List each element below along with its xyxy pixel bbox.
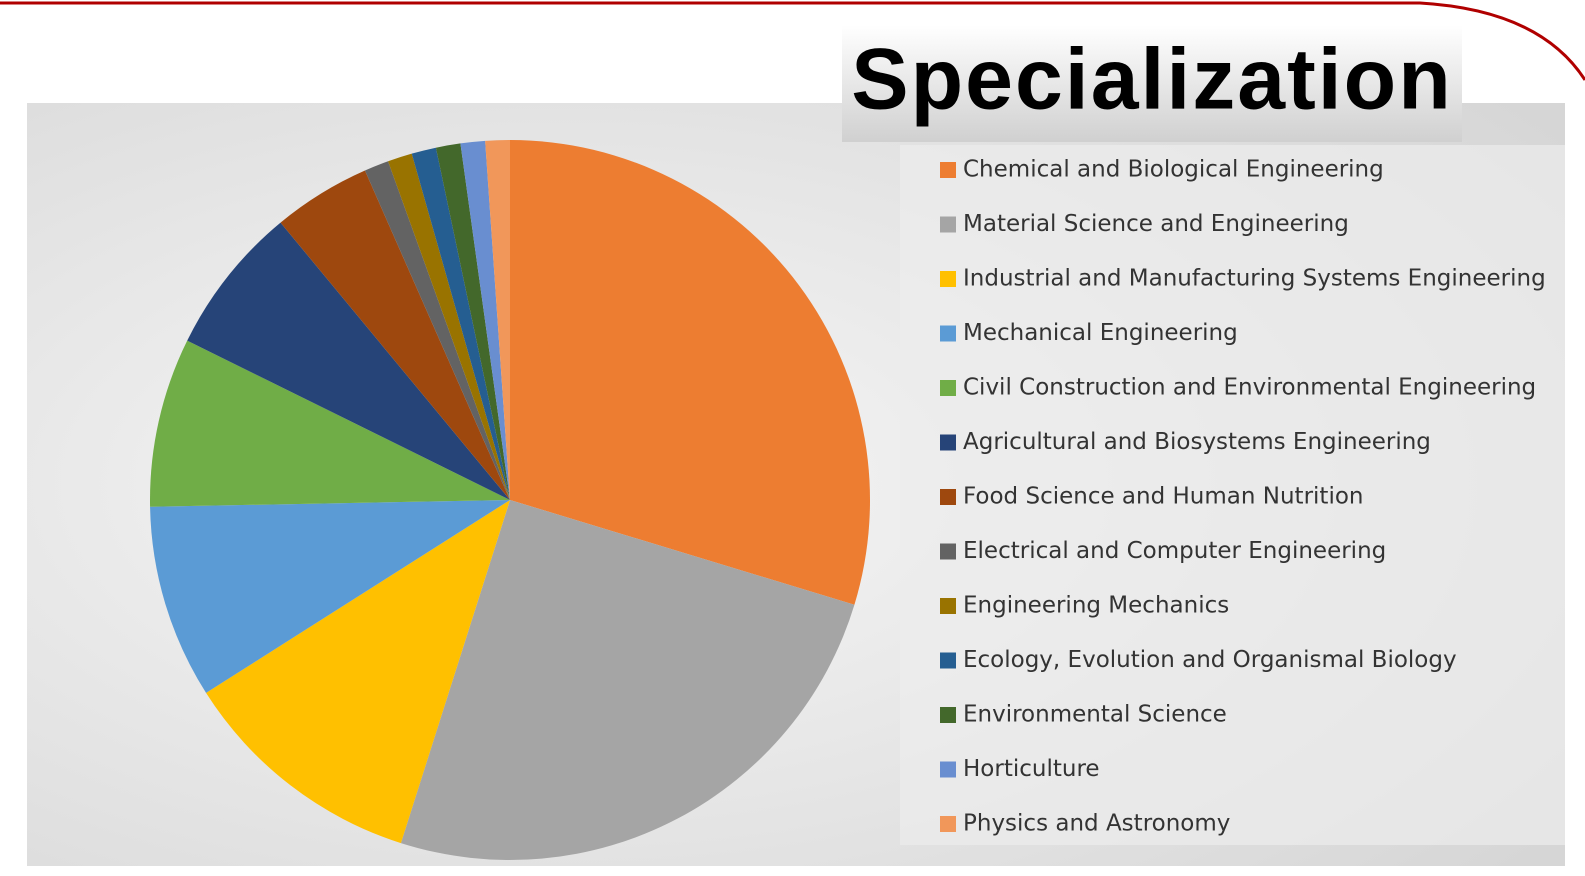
legend-swatch xyxy=(940,271,956,287)
legend-label: Food Science and Human Nutrition xyxy=(963,484,1363,510)
legend-label: Environmental Science xyxy=(963,702,1227,728)
legend-swatch xyxy=(940,216,956,233)
legend-swatch xyxy=(940,598,956,614)
legend-swatch xyxy=(940,162,956,178)
pie-slice xyxy=(388,153,510,500)
slide-border xyxy=(0,1,1585,81)
legend-label: Engineering Mechanics xyxy=(963,593,1229,619)
pie-slice xyxy=(150,500,510,693)
legend-panel xyxy=(900,145,1565,845)
pie-slice xyxy=(460,140,510,500)
legend-label: Industrial and Manufacturing Systems Eng… xyxy=(963,266,1546,292)
legend-swatch xyxy=(940,652,956,669)
pie-slice xyxy=(187,222,510,500)
pie-slice xyxy=(150,340,510,507)
legend-label: Ecology, Evolution and Organismal Biolog… xyxy=(963,647,1457,673)
legend-label: Civil Construction and Environmental Eng… xyxy=(963,375,1536,401)
pie xyxy=(150,140,870,860)
legend-label: Electrical and Computer Engineering xyxy=(963,538,1386,564)
pie-slice xyxy=(280,170,510,500)
legend-swatch xyxy=(940,325,956,342)
chart-title: Specialization xyxy=(851,32,1453,128)
pie-slice xyxy=(400,500,855,860)
pie-slice xyxy=(206,500,511,844)
legend-label: Mechanical Engineering xyxy=(963,320,1238,346)
legend-label: Agricultural and Biosystems Engineering xyxy=(963,429,1431,455)
legend-swatch xyxy=(940,761,956,778)
pie-slice xyxy=(485,140,510,500)
legend: Chemical and Biological Engineering Mater… xyxy=(940,157,1546,837)
pie-slice xyxy=(411,147,510,500)
legend-swatch xyxy=(940,489,956,505)
legend-swatch xyxy=(940,434,956,451)
legend-swatch xyxy=(940,380,956,396)
pie-slice xyxy=(364,161,510,500)
legend-label: Chemical and Biological Engineering xyxy=(963,157,1384,183)
pie-slice xyxy=(510,140,870,605)
legend-swatch xyxy=(940,707,956,723)
legend-swatch xyxy=(940,816,956,832)
legend-label: Physics and Astronomy xyxy=(963,811,1230,837)
legend-label: Horticulture xyxy=(963,756,1100,782)
legend-label: Material Science and Engineering xyxy=(963,211,1349,237)
pie-slice xyxy=(435,143,510,500)
title-box xyxy=(842,25,1462,142)
legend-swatch xyxy=(940,543,956,560)
